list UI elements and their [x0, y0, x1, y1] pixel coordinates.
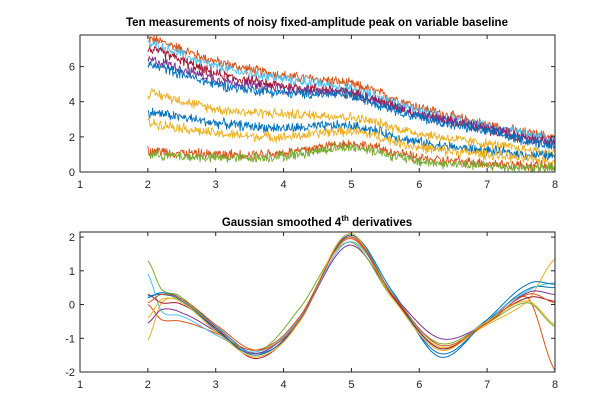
top-series-line-6	[147, 88, 555, 157]
bottom-x-tick-label: 3	[213, 379, 219, 391]
top-y-tick-label: 2	[69, 132, 75, 144]
top-series-line-5	[147, 60, 555, 150]
bottom-x-tick-label: 4	[281, 379, 287, 391]
top-series-line-7	[147, 107, 555, 161]
top-series-lines	[147, 35, 555, 172]
top-series-line-8	[147, 117, 555, 168]
top-y-tick-label: 6	[69, 62, 75, 74]
bottom-x-tick-label: 6	[416, 379, 422, 391]
top-x-ticks: 1 2 3 4 5 6 7 8	[77, 35, 558, 191]
bottom-title-superscript: th	[341, 214, 349, 223]
bottom-y-tick-label: 2	[69, 232, 75, 244]
top-x-tick-label: 6	[416, 179, 422, 191]
top-x-tick-label: 5	[348, 179, 354, 191]
bottom-x-ticks: 1 2 3 4 5 6 7 8	[77, 232, 558, 391]
bottom-y-ticks: -2 -1 0 1 2	[65, 232, 555, 379]
top-axes-box	[79, 34, 556, 173]
top-x-tick-label: 4	[281, 179, 287, 191]
top-series-line-4	[147, 56, 555, 147]
bottom-x-tick-label: 1	[77, 379, 83, 391]
bottom-series-line-10	[147, 236, 555, 351]
top-subplot: Ten measurements of noisy fixed-amplitud…	[69, 17, 558, 191]
bottom-axes-box	[79, 231, 556, 373]
bottom-title-suffix: derivatives	[349, 217, 412, 229]
top-y-ticks: 0 2 4 6	[69, 62, 555, 179]
top-x-tick-label: 1	[77, 179, 83, 191]
bottom-x-tick-label: 7	[484, 379, 490, 391]
bottom-x-tick-label: 5	[348, 379, 354, 391]
top-x-tick-label: 7	[484, 179, 490, 191]
top-y-tick-label: 4	[69, 97, 75, 109]
bottom-x-tick-label: 8	[552, 379, 558, 391]
bottom-chart-title: Gaussian smoothed 4th derivatives	[222, 214, 412, 229]
top-chart-title: Ten measurements of noisy fixed-amplitud…	[126, 17, 508, 29]
top-y-tick-label: 0	[69, 167, 75, 179]
bottom-y-tick-label: 0	[69, 300, 75, 312]
top-x-tick-label: 2	[145, 179, 151, 191]
bottom-subplot: Gaussian smoothed 4th derivatives 1 2 3 4 5 6…	[65, 214, 558, 391]
bottom-x-tick-label: 2	[145, 379, 151, 391]
top-x-tick-label: 3	[213, 179, 219, 191]
top-x-tick-label: 8	[552, 179, 558, 191]
top-series-line-10	[147, 142, 555, 172]
bottom-y-tick-label: 1	[69, 266, 75, 278]
bottom-y-tick-label: -1	[65, 333, 75, 345]
bottom-y-tick-label: -2	[65, 367, 75, 379]
bottom-title-prefix: Gaussian smoothed 4	[222, 217, 342, 229]
